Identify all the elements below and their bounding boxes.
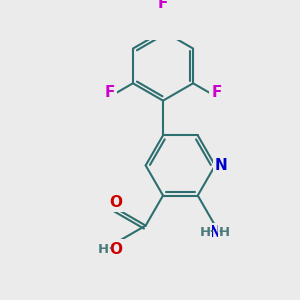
Text: H: H xyxy=(219,226,230,239)
Text: F: F xyxy=(104,85,115,100)
Text: F: F xyxy=(158,0,168,11)
Text: H: H xyxy=(98,242,109,256)
Text: ·: · xyxy=(208,225,213,240)
Text: O: O xyxy=(109,195,122,210)
Text: H: H xyxy=(200,226,211,239)
Text: N: N xyxy=(209,225,221,240)
Text: O: O xyxy=(109,242,122,256)
Text: F: F xyxy=(212,85,222,100)
Text: ·: · xyxy=(107,242,112,256)
Text: N: N xyxy=(215,158,228,173)
Text: ·: · xyxy=(217,225,222,240)
